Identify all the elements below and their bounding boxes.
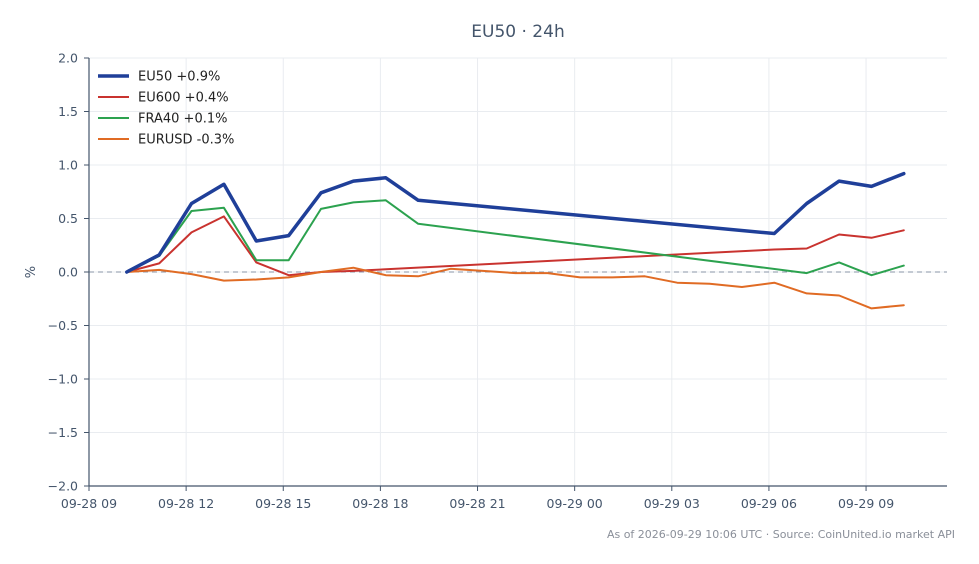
x-tick-label: 09-29 03 <box>644 496 700 511</box>
y-tick-label: 1.5 <box>58 104 78 119</box>
y-tick-label: −2.0 <box>48 479 78 494</box>
x-tick-label: 09-28 09 <box>61 496 117 511</box>
x-tick-label: 09-28 21 <box>449 496 505 511</box>
y-tick-label: −1.5 <box>48 425 78 440</box>
y-tick-label: 0.0 <box>58 265 78 280</box>
legend: EU50 +0.9% EU600 +0.4% FRA40 +0.1% EURUSD -… <box>98 70 234 148</box>
series-line-eu50 <box>125 171 906 274</box>
series-line-eurusd <box>125 266 905 310</box>
x-tick-label: 09-28 15 <box>255 496 311 511</box>
x-tick-label: 09-28 12 <box>158 496 214 511</box>
y-tick-label: −0.5 <box>48 318 78 333</box>
x-tick-label: 09-29 09 <box>838 496 894 511</box>
x-tick-label: 09-28 18 <box>352 496 408 511</box>
legend-label-eurusd: EURUSD -0.3% <box>138 133 234 148</box>
y-axis-label: % <box>24 266 39 278</box>
legend-label-fra40: FRA40 +0.1% <box>138 112 227 127</box>
x-tick-label: 09-29 06 <box>741 496 797 511</box>
y-tick-label: 1.0 <box>58 158 78 173</box>
y-tick-label: 0.5 <box>58 211 78 226</box>
series-layer <box>125 171 906 310</box>
legend-label-eu50: EU50 +0.9% <box>138 70 220 85</box>
y-ticks: 2.0 1.5 1.0 0.5 0.0 −0.5 −1.0 −1.5 −2.0 <box>48 51 89 494</box>
y-tick-label: 2.0 <box>58 51 78 66</box>
x-tick-label: 09-29 00 <box>547 496 603 511</box>
footer-source-note: As of 2026-09-29 10:06 UTC · Source: Coi… <box>607 528 955 541</box>
series-line-eu600 <box>125 215 905 277</box>
x-ticks: 09-28 09 09-28 12 09-28 15 09-28 18 09-28 21… <box>61 486 894 511</box>
series-line-fra40 <box>125 199 905 277</box>
y-tick-label: −1.0 <box>48 372 78 387</box>
chart-title: EU50 · 24h <box>471 22 564 42</box>
legend-label-eu600: EU600 +0.4% <box>138 91 229 106</box>
